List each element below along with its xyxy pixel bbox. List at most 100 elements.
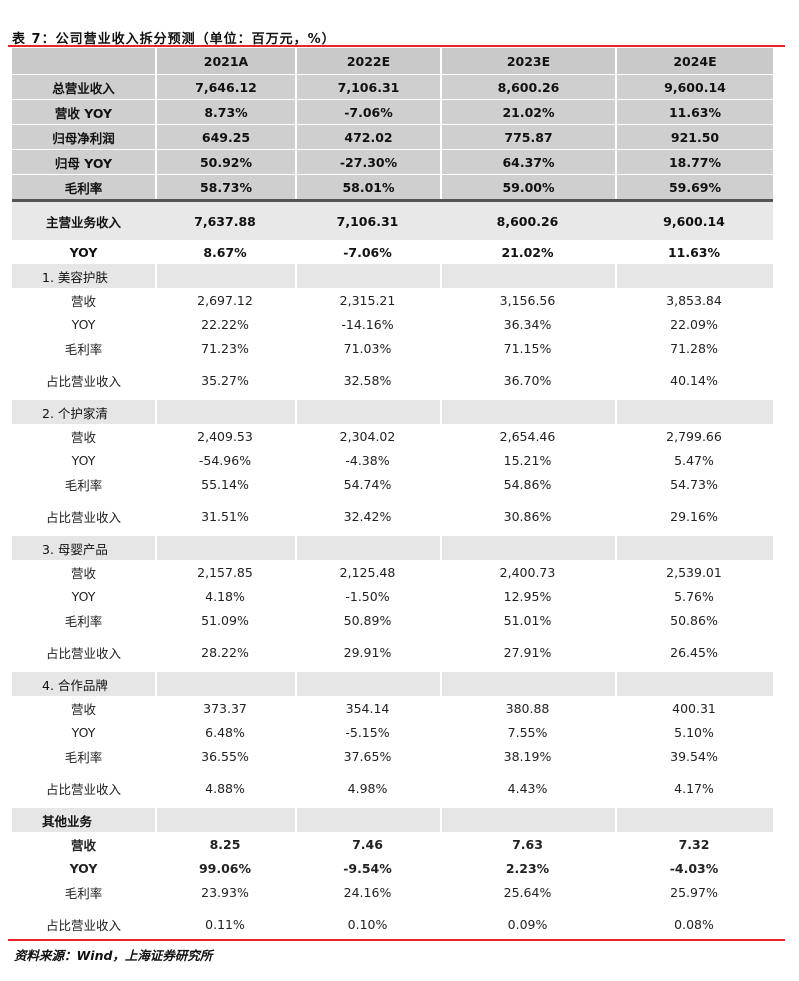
cell-2021A: 649.25 bbox=[155, 125, 295, 149]
row-label: 营收 bbox=[70, 837, 96, 853]
cell-2024E: 54.73% bbox=[670, 476, 718, 492]
summary-row: 归母净利润 649.25 472.02 775.87 921.50 bbox=[12, 124, 773, 149]
source-note: 资料来源：Wind，上海证券研究所 bbox=[14, 948, 213, 963]
cell-2021A: 8.73% bbox=[155, 100, 295, 124]
segment-row: 占比营业收入 28.22% 29.91% 27.91% 26.45% bbox=[12, 632, 773, 672]
cell-2021A: 58.73% bbox=[155, 175, 295, 199]
cell-2022E: 354.14 bbox=[345, 700, 390, 716]
segment-row: 营收 2,157.85 2,125.48 2,400.73 2,539.01 bbox=[12, 560, 773, 584]
segment-header: 1. 美容护肤 bbox=[12, 264, 773, 288]
cell-2022E: 24.16% bbox=[343, 884, 392, 900]
cell-2023E: 7.63 bbox=[512, 836, 543, 852]
cell-2021A: 4.18% bbox=[205, 588, 245, 604]
row-label: YOY bbox=[69, 244, 98, 260]
bottom-rule bbox=[8, 939, 785, 941]
cell-2022E bbox=[295, 264, 440, 288]
cell-2022E bbox=[295, 400, 440, 424]
cell-2024E: 2,799.66 bbox=[666, 428, 722, 444]
segment-header: 2. 个护家清 bbox=[12, 400, 773, 424]
cell-2024E: 0.08% bbox=[674, 916, 714, 932]
cell-2021A: 8.67% bbox=[203, 244, 247, 260]
segment-row: 毛利率 55.14% 54.74% 54.86% 54.73% bbox=[12, 472, 773, 496]
cell-2023E: 25.64% bbox=[503, 884, 552, 900]
cell-2023E: 54.86% bbox=[503, 476, 552, 492]
segment-row: YOY -54.96% -4.38% 15.21% 5.47% bbox=[12, 448, 773, 472]
cell-2023E: 30.86% bbox=[503, 508, 552, 524]
cell-2021A bbox=[155, 808, 295, 832]
cell-2022E: 32.42% bbox=[343, 508, 392, 524]
row-label: 毛利率 bbox=[64, 180, 103, 196]
cell-2022E: -9.54% bbox=[343, 860, 392, 876]
cell-2024E: 71.28% bbox=[670, 340, 718, 356]
cell-2022E: 2,315.21 bbox=[339, 292, 396, 308]
row-label: 占比营业收入 bbox=[45, 373, 121, 389]
row-label: 2. 个护家清 bbox=[42, 405, 108, 421]
row-label: 毛利率 bbox=[64, 341, 103, 357]
cell-2022E: -27.30% bbox=[295, 150, 440, 174]
cell-2024E: 11.63% bbox=[667, 244, 721, 260]
row-label: YOY bbox=[71, 724, 96, 740]
summary-row: 总营业收入 7,646.12 7,106.31 8,600.26 9,600.14 bbox=[12, 74, 773, 99]
row-label: 营收 YOY bbox=[54, 105, 113, 121]
cell-2022E: 29.91% bbox=[343, 644, 392, 660]
cell-2022E: -1.50% bbox=[345, 588, 390, 604]
cell-2023E: 21.02% bbox=[440, 100, 615, 124]
segment-header: 其他业务 bbox=[12, 808, 773, 832]
column-header: 2021A bbox=[155, 48, 295, 74]
cell-2024E: 3,853.84 bbox=[666, 292, 722, 308]
cell-2023E: 0.09% bbox=[507, 916, 548, 932]
cell-2024E bbox=[615, 400, 773, 424]
cell-2024E: 40.14% bbox=[670, 372, 718, 388]
cell-2024E: 18.77% bbox=[615, 150, 773, 174]
cell-2022E: -4.38% bbox=[345, 452, 390, 468]
row-label: 3. 母婴产品 bbox=[42, 541, 108, 557]
row-label: 毛利率 bbox=[64, 749, 103, 765]
cell-2023E: 8,600.26 bbox=[496, 213, 559, 229]
segment-row: 营收 373.37 354.14 380.88 400.31 bbox=[12, 696, 773, 720]
cell-2021A bbox=[155, 400, 295, 424]
row-label: 毛利率 bbox=[64, 613, 103, 629]
cell-2024E: 7.32 bbox=[678, 836, 710, 852]
cell-2021A: 6.48% bbox=[205, 724, 245, 740]
cell-2024E: 5.76% bbox=[674, 588, 714, 604]
cell-2023E: 2,654.46 bbox=[499, 428, 556, 444]
segment-row: YOY 4.18% -1.50% 12.95% 5.76% bbox=[12, 584, 773, 608]
row-label: 总营业收入 bbox=[52, 80, 115, 96]
cell-2022E: 7,106.31 bbox=[336, 213, 399, 229]
cell-2024E: 39.54% bbox=[670, 748, 718, 764]
cell-2023E: 27.91% bbox=[503, 644, 552, 660]
cell-2021A: -54.96% bbox=[198, 452, 252, 468]
cell-2023E bbox=[440, 808, 615, 832]
segment-header: 4. 合作品牌 bbox=[12, 672, 773, 696]
cell-2024E: 29.16% bbox=[670, 508, 718, 524]
cell-2024E bbox=[615, 536, 773, 560]
cell-2022E bbox=[295, 536, 440, 560]
cell-2023E: 12.95% bbox=[503, 588, 552, 604]
top-rule bbox=[8, 45, 785, 47]
cell-2023E: 36.70% bbox=[503, 372, 552, 388]
row-label: 占比营业收入 bbox=[45, 645, 121, 661]
cell-2022E: 58.01% bbox=[295, 175, 440, 199]
segment-row: 毛利率 23.93% 24.16% 25.64% 25.97% bbox=[12, 880, 773, 904]
row-label: 1. 美容护肤 bbox=[42, 269, 108, 285]
cell-2021A: 2,697.12 bbox=[197, 292, 253, 308]
row-label: 其他业务 bbox=[42, 813, 93, 829]
cell-2022E: -7.06% bbox=[295, 100, 440, 124]
cell-2023E: 8,600.26 bbox=[440, 75, 615, 99]
column-header bbox=[12, 48, 155, 74]
cell-2021A: 50.92% bbox=[155, 150, 295, 174]
segment-header: 3. 母婴产品 bbox=[12, 536, 773, 560]
segment-row: YOY 22.22% -14.16% 36.34% 22.09% bbox=[12, 312, 773, 336]
column-header: 2023E bbox=[440, 48, 615, 74]
divider bbox=[12, 199, 773, 202]
segment-row: 营收 2,409.53 2,304.02 2,654.46 2,799.66 bbox=[12, 424, 773, 448]
cell-2023E: 775.87 bbox=[440, 125, 615, 149]
cell-2021A: 36.55% bbox=[201, 748, 249, 764]
segment-row: 毛利率 71.23% 71.03% 71.15% 71.28% bbox=[12, 336, 773, 360]
segment-row: YOY 6.48% -5.15% 7.55% 5.10% bbox=[12, 720, 773, 744]
cell-2022E: -5.15% bbox=[345, 724, 390, 740]
segment-row: 毛利率 51.09% 50.89% 51.01% 50.86% bbox=[12, 608, 773, 632]
cell-2022E: 2,304.02 bbox=[339, 428, 396, 444]
cell-2024E: 22.09% bbox=[670, 316, 718, 332]
cell-2024E: 921.50 bbox=[615, 125, 773, 149]
